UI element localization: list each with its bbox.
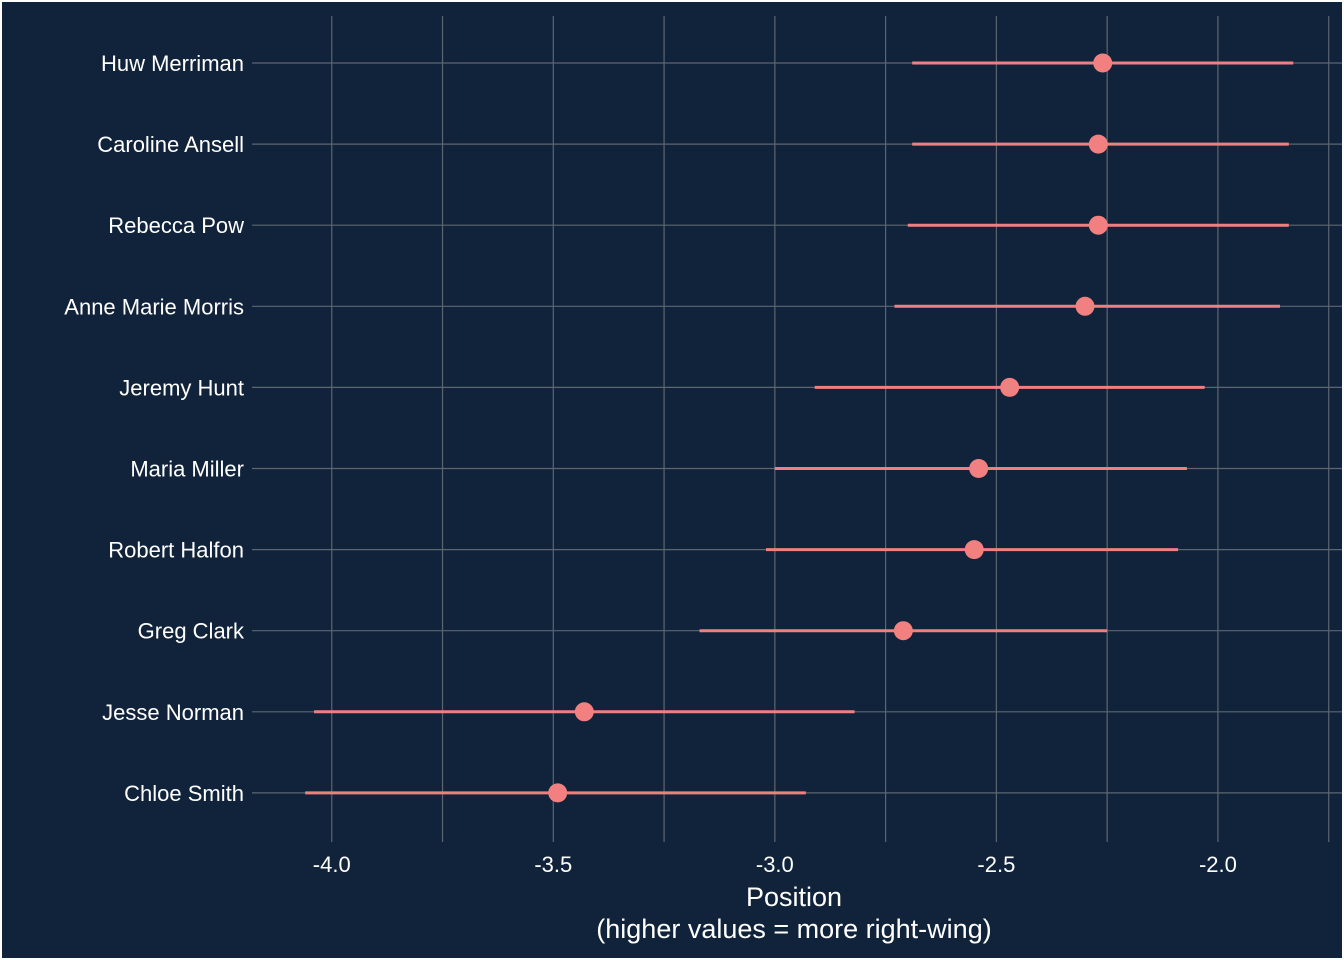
y-axis-label: Greg Clark [138,619,245,644]
x-axis-title: Position [746,882,842,912]
estimate-point [1093,53,1113,73]
estimate-point [893,621,913,641]
error-bars [305,61,1294,795]
x-axis-tick-labels: -4.0 -3.5 -3.0 -2.5 -2.0 [313,852,1237,877]
y-axis-label: Rebecca Pow [108,213,244,238]
y-axis-label: Jesse Norman [102,700,244,725]
y-axis-label: Anne Marie Morris [64,294,244,319]
estimate-point [548,783,568,803]
x-tick-label: -2.5 [977,852,1015,877]
y-axis-label: Maria Miller [130,457,244,482]
x-tick-label: -4.0 [313,852,351,877]
estimate-point [1000,377,1020,397]
estimate-point [1088,134,1108,154]
estimate-point [964,540,984,560]
estimate-point [969,459,989,478]
x-tick-label: -3.0 [756,852,794,877]
y-axis-labels: Huw Merriman Caroline Ansell Rebecca Pow An… [64,51,245,806]
points [548,53,1113,803]
y-axis-label: Caroline Ansell [97,132,244,157]
y-axis-label: Jeremy Hunt [119,375,244,400]
y-axis-label: Chloe Smith [124,781,244,806]
y-axis-label: Huw Merriman [101,51,244,76]
estimate-point [1088,215,1108,235]
gridlines [252,16,1342,842]
y-axis-label: Robert Halfon [108,538,244,563]
x-axis-subtitle: (higher values = more right-wing) [596,914,991,944]
estimate-point [574,702,594,722]
x-tick-label: -3.5 [534,852,572,877]
x-tick-label: -2.0 [1199,852,1237,877]
estimate-point [1075,296,1095,316]
